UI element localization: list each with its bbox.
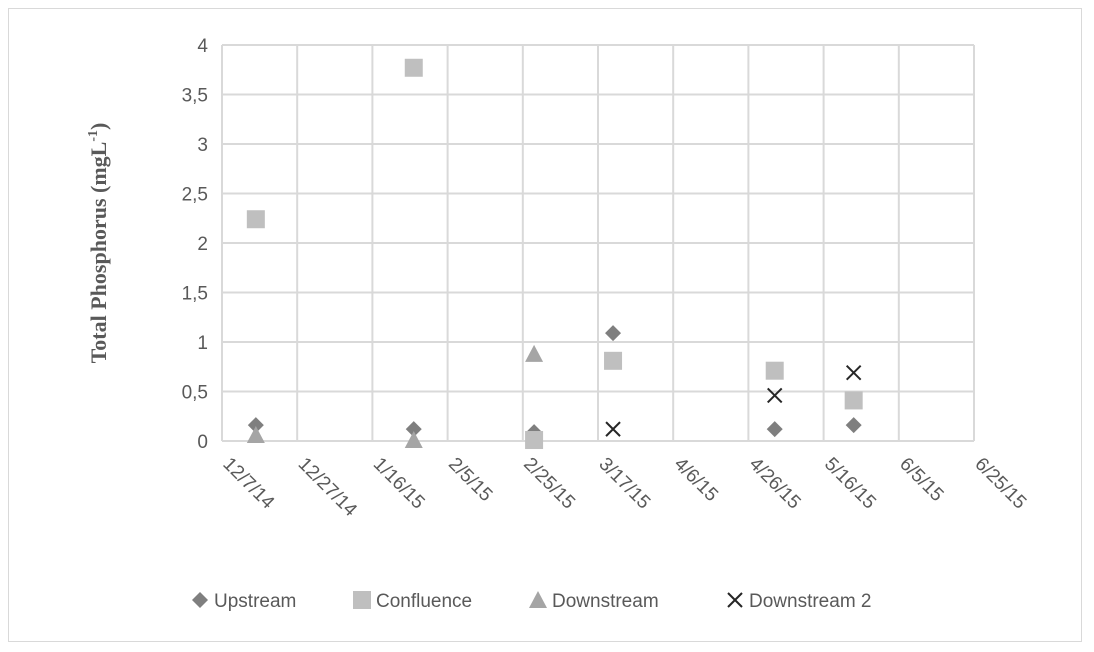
- y-tick-label: 1,5: [182, 284, 208, 305]
- legend-marker-downstream-2: [727, 592, 743, 608]
- y-tick-label: 2,5: [182, 185, 208, 206]
- x-tick-label: 6/5/15: [895, 454, 947, 506]
- x-tick-label: 4/26/15: [745, 454, 805, 514]
- y-tick-label: 1: [197, 333, 208, 354]
- x-tick-label: 2/5/15: [444, 454, 496, 506]
- upstream-point: [605, 325, 622, 342]
- confluence-point: [525, 431, 544, 450]
- upstream-point: [845, 417, 862, 434]
- y-tick-label: 4: [197, 36, 208, 57]
- confluence-point: [765, 361, 784, 380]
- legend-label-confluence: Confluence: [376, 591, 472, 612]
- y-axis-label: Total Phosphorus (mgL-1): [86, 123, 111, 364]
- x-tick-label: 4/6/15: [670, 454, 722, 506]
- y-tick-label: 2: [197, 234, 208, 255]
- upstream-point: [766, 421, 783, 438]
- x-tick-label: 2/25/15: [519, 454, 579, 514]
- legend-label-upstream: Upstream: [214, 591, 296, 612]
- y-tick-label: 0,5: [182, 383, 208, 404]
- legend-label-downstream-2: Downstream 2: [749, 591, 872, 612]
- downstream-point: [525, 344, 544, 362]
- x-tick-label: 12/27/14: [294, 454, 361, 521]
- x-tick-label: 1/16/15: [369, 454, 429, 514]
- confluence-point: [246, 210, 265, 229]
- downstream-2-point: [767, 387, 783, 404]
- y-tick-label: 3,5: [182, 86, 208, 107]
- chart-frame: [8, 8, 1082, 642]
- x-tick-label: 5/16/15: [820, 454, 880, 514]
- downstream-2-point: [605, 421, 621, 437]
- upstream-point: [405, 421, 422, 438]
- downstream-point: [246, 426, 265, 444]
- y-tick-label: 0: [197, 432, 208, 453]
- legend-label-downstream: Downstream: [552, 591, 659, 612]
- upstream-point: [247, 417, 264, 434]
- legend-marker-confluence: [353, 591, 371, 609]
- confluence-point: [604, 351, 623, 370]
- x-tick-label: 3/17/15: [594, 454, 654, 514]
- x-tick-label: 6/25/15: [970, 454, 1030, 514]
- downstream-point: [404, 431, 423, 449]
- y-tick-label: 3: [197, 135, 208, 156]
- x-tick-label: 12/7/14: [218, 454, 278, 514]
- confluence-point: [844, 391, 863, 410]
- legend-marker-upstream: [192, 592, 208, 608]
- confluence-point: [404, 58, 423, 77]
- legend-marker-downstream: [529, 591, 547, 608]
- downstream-2-point: [845, 364, 862, 381]
